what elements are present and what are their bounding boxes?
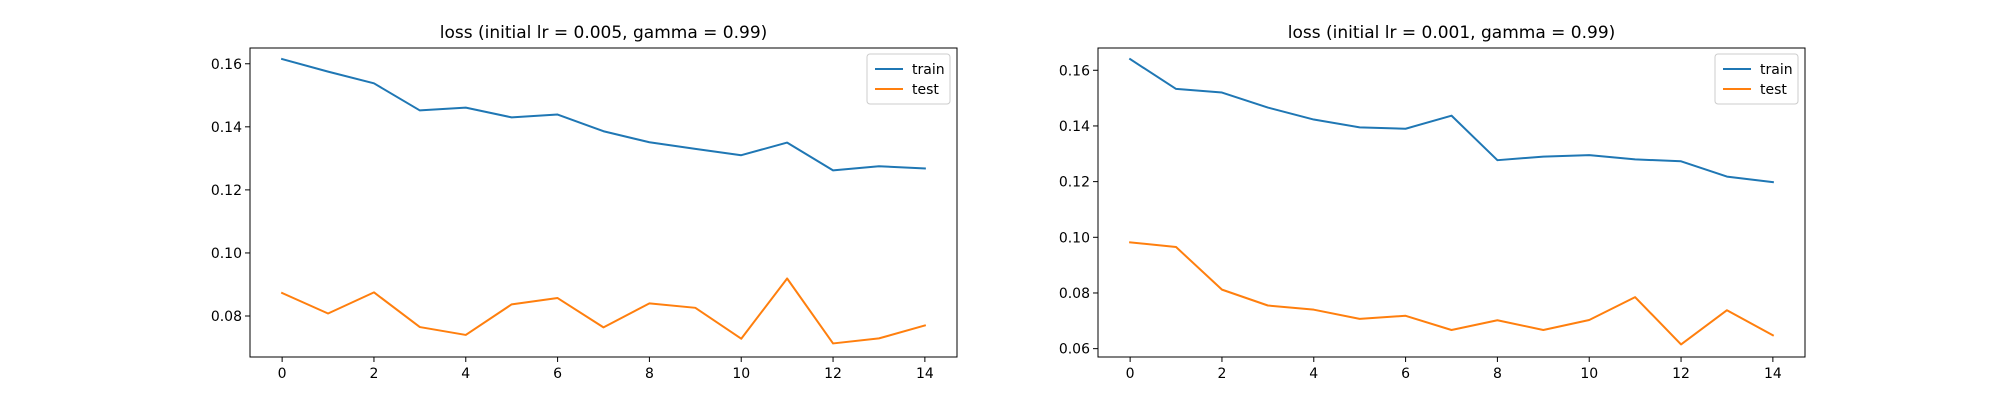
chart-0-y-tick-label: 0.08 [211, 309, 242, 325]
chart-0-series-test [280, 277, 927, 345]
chart-0-x-tick-label: 8 [645, 366, 654, 382]
chart-1-axes-frame [1097, 47, 1806, 358]
chart-0-x-tick-label: 2 [369, 366, 378, 382]
chart-1-legend [1714, 53, 1799, 105]
chart-0-legend-label-test: test [912, 82, 939, 98]
chart-1-y-tick-label: 0.10 [1059, 230, 1090, 246]
chart-1-x-tick-label: 0 [1126, 366, 1135, 382]
chart-1-legend-label-test: test [1760, 82, 1787, 98]
chart-1-x-tick-label: 6 [1401, 366, 1410, 382]
chart-0-axes-frame [249, 47, 958, 358]
chart-0-x-tick-label: 4 [461, 366, 470, 382]
chart-0-y-tick-label: 0.16 [211, 57, 242, 73]
chart-1-series-test [1129, 241, 1775, 346]
chart-1-y-tick-label: 0.14 [1059, 119, 1090, 135]
chart-0-x-tick-label: 12 [824, 366, 842, 382]
chart-1-x-tick-label: 4 [1309, 366, 1318, 382]
chart-0-x-tick-label: 0 [278, 366, 287, 382]
left-loss-chart: loss (initial lr = 0.005, gamma = 0.99) 0… [211, 23, 958, 382]
chart-0-legend [866, 53, 951, 105]
right-loss-chart: loss (initial lr = 0.001, gamma = 0.99) 0… [1059, 23, 1806, 382]
chart-0-x-tick-label: 10 [732, 366, 750, 382]
chart-0-y-tick-label: 0.10 [211, 246, 242, 262]
chart-0-x-tick-label: 6 [553, 366, 562, 382]
chart-0-title: loss (initial lr = 0.005, gamma = 0.99) [440, 23, 768, 43]
chart-1-y-tick-label: 0.12 [1059, 175, 1090, 191]
chart-1-x-tick-label: 14 [1764, 366, 1782, 382]
chart-0-y-tick-label: 0.14 [211, 120, 242, 136]
chart-1-legend-label-train: train [1760, 62, 1793, 78]
chart-1-x-tick-label: 10 [1580, 366, 1598, 382]
chart-0-x-tick-label: 14 [916, 366, 934, 382]
chart-1-y-tick-label: 0.08 [1059, 286, 1090, 302]
chart-1-x-tick-label: 8 [1493, 366, 1502, 382]
chart-0-legend-label-train: train [912, 62, 945, 78]
chart-0-series-train [280, 57, 926, 172]
chart-1-y-tick-label: 0.16 [1059, 63, 1090, 79]
chart-1-title: loss (initial lr = 0.001, gamma = 0.99) [1288, 23, 1616, 43]
chart-1-x-tick-label: 2 [1217, 366, 1226, 382]
chart-1-series-train [1128, 57, 1774, 184]
chart-1-y-tick-label: 0.06 [1059, 342, 1090, 358]
chart-0-y-tick-label: 0.12 [211, 183, 242, 199]
chart-1-x-tick-label: 12 [1672, 366, 1690, 382]
